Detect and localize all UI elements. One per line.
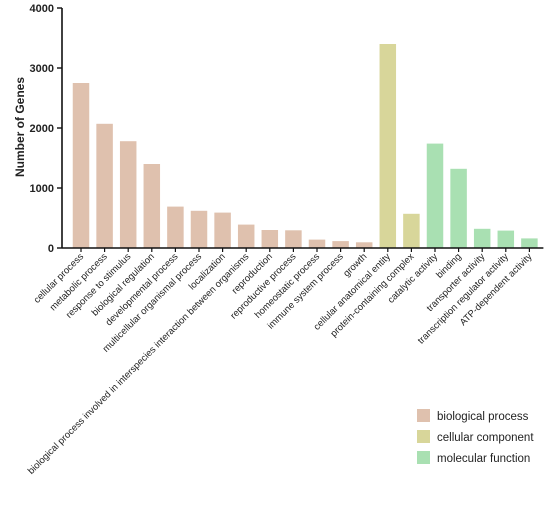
bar-developmental-process bbox=[167, 206, 184, 248]
legend-label-biological-process: biological process bbox=[437, 411, 529, 423]
bar-reproductive-process bbox=[285, 230, 302, 248]
bar-atp-dependent-activity bbox=[521, 238, 538, 248]
legend-label-cellular-component: cellular component bbox=[437, 432, 534, 444]
bar-growth bbox=[355, 242, 373, 248]
y-tick-label-1000: 1000 bbox=[30, 183, 54, 195]
legend-label-molecular-function: molecular function bbox=[437, 453, 530, 465]
bar-metabolic-process bbox=[96, 123, 113, 248]
y-axis: 0 1000 2000 3000 4000 bbox=[30, 3, 63, 255]
bar-cellular-process bbox=[72, 83, 90, 248]
bar-response-to-stimulus bbox=[119, 141, 137, 248]
y-tick-label-0: 0 bbox=[48, 243, 54, 255]
legend-swatch-cellular-component bbox=[417, 430, 430, 443]
y-tick-label-3000: 3000 bbox=[30, 63, 54, 75]
bar-biological-process-involved-in-interspecies-interaction-between-organisms bbox=[237, 224, 255, 248]
bar-reproduction bbox=[261, 230, 279, 248]
legend-swatch-molecular-function bbox=[417, 451, 430, 464]
bar-homeostatic-process bbox=[308, 239, 326, 248]
bar-transcription-regulator-activity bbox=[497, 230, 515, 248]
bar-localization bbox=[214, 212, 231, 248]
bar-cellular-anatomical-entity bbox=[379, 44, 397, 248]
bar-immune-system-process bbox=[332, 241, 349, 248]
bar-transporter-activity bbox=[473, 228, 491, 248]
bars-group bbox=[72, 44, 538, 248]
bar-biological-regulation bbox=[143, 164, 161, 248]
y-tick-label-4000: 4000 bbox=[30, 3, 54, 15]
bar-binding bbox=[450, 168, 467, 248]
legend: biological process cellular component mole… bbox=[417, 409, 534, 465]
bar-multicellular-organismal-process bbox=[190, 210, 208, 248]
y-tick-label-2000: 2000 bbox=[30, 123, 54, 135]
bar-protein-containing-complex bbox=[403, 213, 420, 248]
bar-catalytic-activity bbox=[426, 143, 444, 248]
legend-swatch-biological-process bbox=[417, 409, 430, 422]
y-axis-title: Number of Genes bbox=[13, 77, 27, 177]
